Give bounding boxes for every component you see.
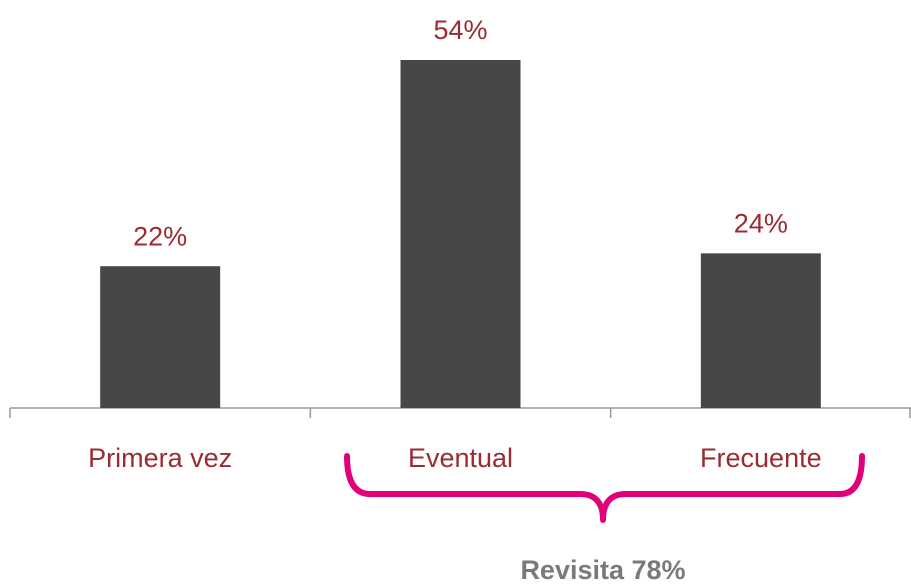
annotation: Revisita 78% bbox=[520, 555, 685, 585]
x-tick-label: Frecuente bbox=[700, 443, 822, 473]
value-label: 54% bbox=[433, 15, 487, 45]
bar bbox=[700, 253, 821, 408]
bracket bbox=[344, 453, 865, 523]
value-label: 22% bbox=[133, 221, 187, 251]
x-tick-label: Primera vez bbox=[88, 443, 232, 473]
value-label: 24% bbox=[734, 208, 788, 238]
bar bbox=[100, 266, 221, 408]
x-tick-label: Eventual bbox=[408, 443, 513, 473]
bar bbox=[400, 60, 521, 408]
